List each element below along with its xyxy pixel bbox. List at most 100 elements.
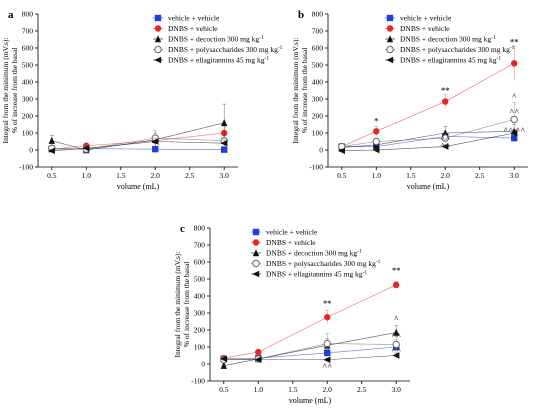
legend-entry: DNBS + decoction 300 mg kg-1 [168, 35, 264, 44]
y-tick-label: 500 [194, 275, 206, 284]
legend-marker [386, 25, 394, 32]
y-axis-label: Integral from the minimum (mV.s):% of in… [1, 38, 19, 144]
annotation: ^^ ^^ [503, 125, 525, 135]
annotation: * [374, 116, 378, 126]
annotation: ^^ [322, 361, 332, 371]
legend-entry: DNBS + ellagitannins 45 mg kg-1 [266, 270, 367, 279]
y-tick-label: 300 [312, 95, 324, 104]
x-tick-label: 1.5 [406, 171, 416, 180]
x-tick-label: 3.0 [220, 171, 230, 180]
x-tick-label: 3.0 [392, 385, 402, 394]
x-tick-label: 1.5 [116, 171, 126, 180]
x-tick-label: 0.5 [47, 171, 57, 180]
legend-entry-sup: -1 [363, 270, 368, 276]
y-tick-label: 0 [319, 146, 323, 155]
y-tick-label: 600 [312, 44, 324, 53]
series-4 [47, 137, 228, 155]
y-axis-label-line: Integral from the minimum (mV.s): [1, 38, 10, 144]
legend-entry-name: vehicle + vehicle [266, 228, 318, 237]
series-line [51, 137, 225, 150]
data-point [441, 143, 449, 150]
x-axis-label: volume (mL) [117, 182, 160, 191]
x-tick-label: 3.0 [510, 171, 520, 180]
y-tick-label: 700 [194, 241, 206, 250]
data-point [254, 356, 262, 363]
y-tick-label: 0 [201, 360, 205, 369]
data-point [510, 115, 518, 124]
y-axis-label-line: Integral from the minimum (mV.s): [173, 252, 182, 358]
series-line [341, 136, 515, 147]
x-tick-label: 2.0 [441, 171, 451, 180]
y-axis-label-line: % of increase from the basal [182, 262, 191, 348]
series-line [51, 132, 225, 150]
data-point [393, 281, 400, 289]
legend-entry-name: DNBS + vehicle [400, 24, 450, 33]
legend-entry-name: DNBS + vehicle [168, 24, 218, 33]
y-tick-label: 400 [312, 78, 324, 87]
x-tick-label: 1.0 [372, 171, 382, 180]
legend-entry-name: DNBS + polysaccharides 300 mg kg [400, 45, 510, 54]
x-tick-label: 2.5 [475, 171, 485, 180]
x-tick-label: 0.5 [337, 171, 347, 180]
y-tick-label: 300 [22, 95, 34, 104]
series-4 [337, 129, 518, 155]
series-1 [48, 125, 228, 153]
legend-entry: vehicle + vehicle [168, 14, 220, 23]
legend-entry-sup: -1 [357, 249, 362, 255]
legend-entry-sup: -1 [376, 259, 381, 265]
x-tick-label: 2.0 [151, 171, 161, 180]
data-point [337, 147, 345, 155]
annotation: ** [392, 265, 401, 275]
series-line [223, 332, 397, 366]
annotation: ** [323, 298, 332, 308]
x-tick-label: 2.5 [357, 385, 367, 394]
y-tick-label: 200 [194, 326, 206, 335]
legend-marker [252, 270, 260, 278]
y-tick-label: 500 [22, 61, 34, 70]
series-line [51, 141, 225, 152]
x-tick-label: 1.0 [254, 385, 264, 394]
legend-marker [386, 14, 394, 22]
data-point [221, 146, 228, 153]
legend-entry: DNBS + ellagitannins 45 mg kg-1 [168, 56, 269, 65]
y-tick-label: 400 [194, 292, 206, 301]
series-line [341, 119, 515, 147]
legend-marker [252, 259, 260, 268]
panel-label: c [180, 223, 185, 235]
legend-entry: DNBS + vehicle [400, 24, 450, 33]
legend-entry: DNBS + polysaccharides 300 mg kg-1 [168, 45, 283, 54]
data-point [392, 340, 400, 349]
data-point [221, 119, 228, 126]
annotation: ^^ [440, 140, 450, 150]
series-line [341, 131, 515, 148]
legend-entry-sup: -1 [265, 56, 270, 62]
legend-entry-sup: -1 [259, 35, 264, 41]
data-point [372, 137, 380, 146]
data-point [393, 328, 400, 336]
y-tick-label: 700 [22, 27, 34, 36]
data-point [220, 140, 228, 147]
y-tick-label: 0 [29, 146, 33, 155]
legend-entry-name: DNBS + decoction 300 mg kg [400, 35, 491, 44]
data-point [323, 356, 331, 363]
legend-entry-name: DNBS + vehicle [266, 238, 316, 247]
legend-marker [154, 45, 162, 54]
data-point [324, 314, 331, 321]
y-axis-label: Integral from the minimum (mV.s):% of in… [173, 252, 191, 358]
legend-entry-name: DNBS + decoction 300 mg kg [168, 35, 259, 44]
annotation: ^ [512, 91, 517, 101]
y-tick-label: 800 [194, 224, 206, 233]
data-point [442, 98, 449, 105]
data-point [373, 128, 380, 135]
data-point [510, 129, 518, 137]
legend-marker [252, 228, 260, 236]
y-tick-label: 500 [312, 61, 324, 70]
legend-entry-name: DNBS + ellagitannins 45 mg kg [400, 56, 497, 65]
legend-marker [154, 25, 162, 32]
y-axis-label: Integral from the minimum (mV.s):% of in… [291, 38, 309, 144]
legend-entry: DNBS + decoction 300 mg kg-1 [266, 249, 362, 258]
legend-entry: DNBS + polysaccharides 300 mg kg-1 [266, 259, 381, 268]
